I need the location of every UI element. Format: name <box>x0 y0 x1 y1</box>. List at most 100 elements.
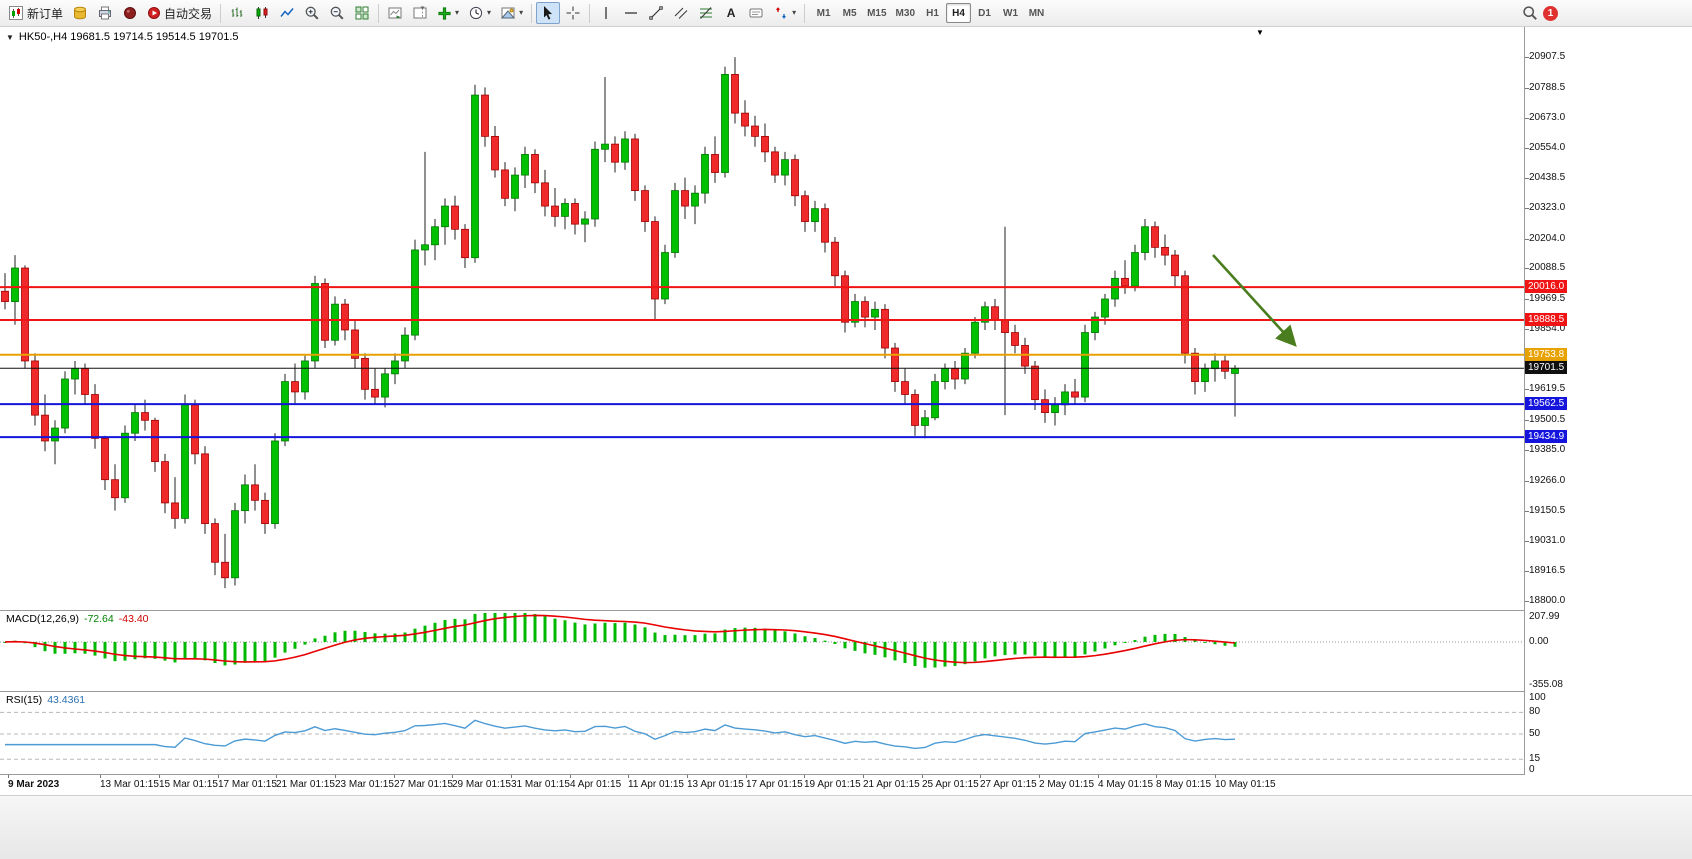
chevron-down-icon: ▾ <box>792 8 797 17</box>
autotrading-button[interactable]: 自动交易 <box>143 2 216 24</box>
timeframe-h1-button[interactable]: H1 <box>926 7 939 19</box>
clock-icon <box>469 6 483 20</box>
price-line-label: 20016.0 <box>1525 280 1568 294</box>
record-icon <box>124 7 137 19</box>
tile-windows-button[interactable] <box>350 2 374 24</box>
timeframe-h4-button[interactable]: H4 <box>946 3 971 23</box>
bar-chart-icon <box>231 7 243 17</box>
axis-tick-mark <box>1525 510 1529 512</box>
add-indicator-icon <box>438 6 451 20</box>
price-tick-label: 20088.5 <box>1529 262 1566 274</box>
axis-tick-mark <box>1525 601 1529 602</box>
search-icon <box>1523 6 1537 20</box>
axis-tick-mark <box>1525 117 1529 119</box>
crosshair-icon <box>566 6 580 20</box>
timeframe-m5-button[interactable]: M5 <box>842 7 857 19</box>
trend-arrow <box>1212 254 1297 347</box>
axis-tick-mark <box>1525 570 1529 572</box>
price-tick-label: 20554.0 <box>1529 142 1566 154</box>
time-tick-label: 21 Apr 01:15 <box>863 779 920 790</box>
timeframe-m1-button[interactable]: M1 <box>816 7 831 19</box>
time-tick-label: 25 Apr 01:15 <box>922 779 979 790</box>
macd-indicator-label: MACD(12,26,9) -72.64 -43.40 <box>6 613 149 625</box>
history-center-button[interactable] <box>68 2 92 24</box>
cursor-icon <box>544 6 553 20</box>
panel-separator[interactable] <box>0 774 1692 775</box>
time-tick-label: 13 Apr 01:15 <box>687 779 744 790</box>
new-order-button[interactable]: 新订单 <box>4 2 67 24</box>
zoom-out-button[interactable] <box>325 2 349 24</box>
price-line-label: 19888.5 <box>1525 313 1568 327</box>
chart-title: ▼ HK50-,H4 19681.5 19714.5 19514.5 19701… <box>6 31 239 43</box>
rsi-value: 43.4361 <box>47 694 86 706</box>
macd-axis-label: 207.99 <box>1529 610 1560 622</box>
macd-main-value: -72.64 <box>83 613 114 625</box>
time-tick-label: 17 Mar 01:15 <box>218 779 277 790</box>
print-button[interactable] <box>93 2 117 24</box>
zoom-out-icon <box>330 6 344 20</box>
axis-tick-mark <box>1525 328 1529 330</box>
price-line-label: 19701.5 <box>1525 361 1568 375</box>
auto-scroll-button[interactable] <box>383 2 407 24</box>
indicators-button[interactable]: ▾ <box>433 2 463 24</box>
fibonacci-button[interactable] <box>694 2 718 24</box>
horizontal-line-button[interactable] <box>619 2 643 24</box>
text-label-button[interactable] <box>744 2 768 24</box>
zoom-in-icon <box>305 6 319 20</box>
panel-separator[interactable] <box>0 691 1692 692</box>
toolbar-separator <box>220 3 222 23</box>
templates-button[interactable]: ▾ <box>496 2 527 24</box>
macd-panel[interactable] <box>0 611 1524 691</box>
trendline-button[interactable] <box>644 2 668 24</box>
axis-tick-mark <box>1525 87 1529 89</box>
time-tick-label: 10 May 01:15 <box>1215 779 1276 790</box>
time-axis[interactable]: 9 Mar 2023 13 Mar 01:15 15 Mar 01:15 17 Mar… <box>0 775 1524 795</box>
record-button[interactable] <box>118 2 142 24</box>
candlestick-chart[interactable] <box>0 27 1524 610</box>
bar-chart-button[interactable] <box>225 2 249 24</box>
line-chart-button[interactable] <box>275 2 299 24</box>
timeframe-w1-button[interactable]: W1 <box>1003 7 1018 19</box>
price-tick-label: 19854.0 <box>1529 322 1566 334</box>
time-tick-label: 13 Mar 01:15 <box>100 779 159 790</box>
candlestick-chart-button[interactable] <box>250 2 274 24</box>
time-tick-mark <box>863 775 864 778</box>
time-tick-mark <box>570 775 571 778</box>
time-tick-mark <box>687 775 688 778</box>
time-tick-label: 9 Mar 2023 <box>8 779 60 790</box>
notification-badge[interactable]: 1 <box>1543 5 1558 21</box>
periods-button[interactable]: ▾ <box>464 2 495 24</box>
chevron-down-icon: ▾ <box>487 8 492 17</box>
chevron-down-icon: ▾ <box>455 8 460 17</box>
search-button[interactable] <box>1518 2 1542 24</box>
rsi-axis-label: 50 <box>1529 728 1541 739</box>
price-axis[interactable]: 20907.5 20788.5 20673.0 20554.0 20438.5 20323… <box>1525 27 1692 775</box>
vertical-line-icon <box>605 7 607 19</box>
zoom-in-button[interactable] <box>300 2 324 24</box>
text-button[interactable]: A <box>719 2 743 24</box>
channel-button[interactable] <box>669 2 693 24</box>
new-order-label: 新订单 <box>27 6 64 21</box>
timeframe-m30-button[interactable]: M30 <box>895 7 915 19</box>
collapse-triangle-icon[interactable]: ▼ <box>6 32 14 42</box>
rsi-panel[interactable] <box>0 692 1524 774</box>
time-tick-mark <box>1156 775 1157 778</box>
timeframe-mn-button[interactable]: MN <box>1028 7 1045 19</box>
text-label-icon <box>749 8 763 18</box>
cursor-button[interactable] <box>536 2 561 24</box>
timeframe-d1-button[interactable]: D1 <box>978 7 991 19</box>
arrows-icon <box>776 7 786 19</box>
text-tool-icon: A <box>726 6 736 20</box>
time-tick-mark <box>1098 775 1099 778</box>
panel-separator[interactable] <box>0 610 1692 611</box>
vertical-line-button[interactable] <box>594 2 618 24</box>
new-order-icon <box>9 6 23 20</box>
time-tick-mark <box>1039 775 1040 778</box>
arrows-button[interactable]: ▾ <box>769 2 800 24</box>
timeframe-toolbar: M1 M5 M15 M30 H1 H4 D1 W1 MN <box>811 3 1049 23</box>
timeframe-m15-button[interactable]: M15 <box>867 7 887 19</box>
horizontal-line-icon <box>625 12 638 14</box>
toolbar-separator <box>804 3 806 23</box>
crosshair-button[interactable] <box>561 2 585 24</box>
chart-shift-button[interactable] <box>408 2 432 24</box>
